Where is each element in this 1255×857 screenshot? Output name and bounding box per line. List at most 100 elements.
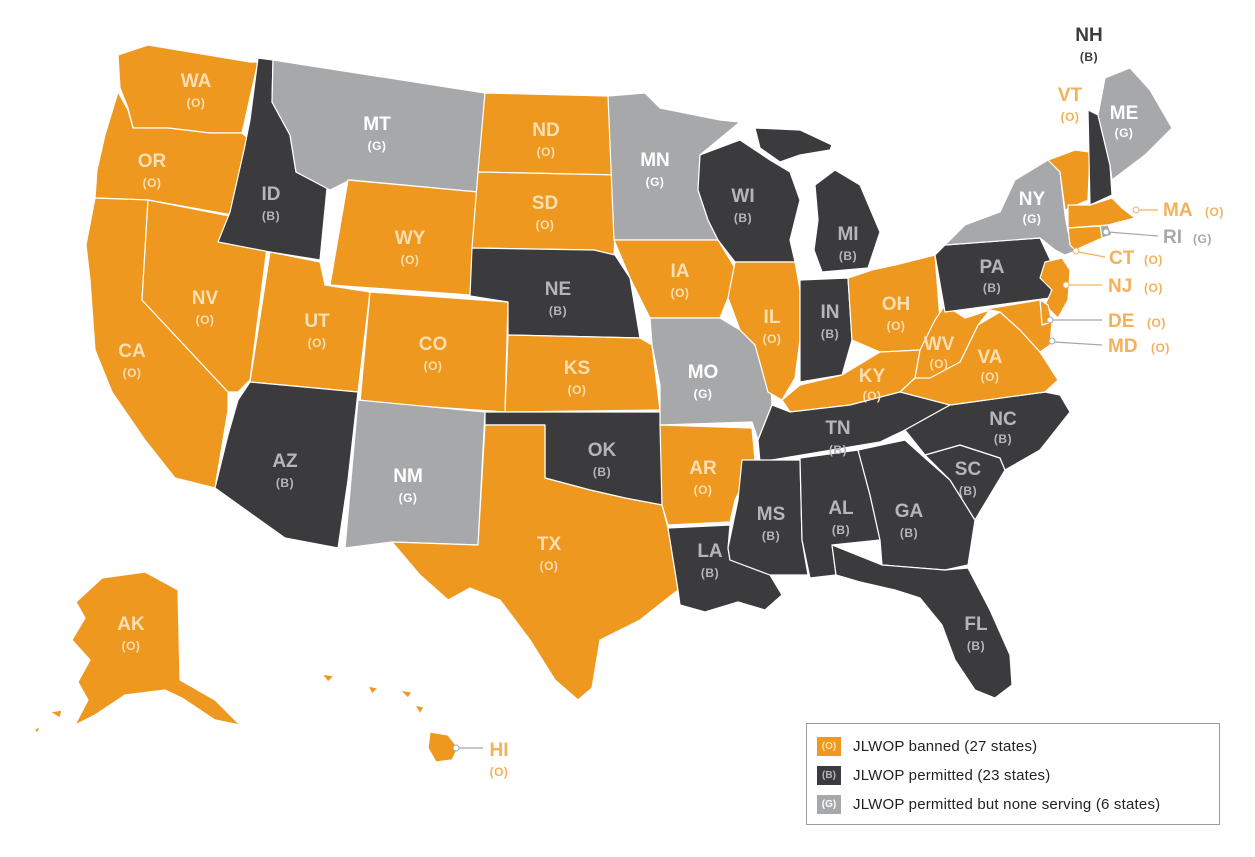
state-ny[interactable] xyxy=(944,159,1079,256)
label-ky: KY xyxy=(859,366,886,387)
code-mn: (G) xyxy=(646,175,665,189)
state-tx[interactable] xyxy=(391,424,679,701)
state-ks[interactable] xyxy=(504,334,661,413)
code-or: (O) xyxy=(143,176,162,190)
code-ia: (O) xyxy=(671,286,690,300)
label-nm: NM xyxy=(393,466,423,487)
code-mo: (G) xyxy=(694,387,713,401)
state-az[interactable] xyxy=(214,381,359,549)
code-ri: (G) xyxy=(1193,232,1212,246)
label-wv: WV xyxy=(924,334,955,355)
label-me: ME xyxy=(1110,103,1139,124)
code-id: (B) xyxy=(262,209,280,223)
label-de: DE xyxy=(1108,311,1134,332)
label-al: AL xyxy=(828,498,854,519)
code-de: (O) xyxy=(1147,316,1166,330)
state-ia[interactable] xyxy=(613,239,736,319)
code-nv: (O) xyxy=(196,313,215,327)
state-ga[interactable] xyxy=(857,439,976,571)
label-fl: FL xyxy=(964,614,988,635)
label-va: VA xyxy=(978,347,1003,368)
state-nj[interactable] xyxy=(1039,257,1071,319)
label-ne: NE xyxy=(545,279,571,300)
legend-swatch-banned: (O) xyxy=(817,736,841,756)
legend-label-banned: JLWOP banned (27 states) xyxy=(853,737,1038,755)
label-ga: GA xyxy=(895,501,924,522)
state-ar[interactable] xyxy=(659,424,756,526)
state-ct[interactable] xyxy=(1067,225,1103,251)
label-ma: MA xyxy=(1163,200,1193,221)
label-oh: OH xyxy=(882,294,911,315)
code-tx: (O) xyxy=(540,559,559,573)
label-pa: PA xyxy=(980,257,1005,278)
label-ak: AK xyxy=(117,614,145,635)
label-or: OR xyxy=(138,151,167,172)
code-ar: (O) xyxy=(694,483,713,497)
code-nm: (G) xyxy=(399,491,418,505)
label-sc: SC xyxy=(955,459,982,480)
label-nc: NC xyxy=(989,409,1017,430)
label-nv: NV xyxy=(192,288,219,309)
legend-swatch-none-serving: (G) xyxy=(817,794,841,814)
state-vt[interactable] xyxy=(1047,149,1091,211)
state-hi[interactable] xyxy=(321,673,459,763)
legend-item-none-serving: (G) JLWOP permitted but none serving (6 … xyxy=(817,793,1160,815)
state-nh[interactable] xyxy=(1087,109,1113,206)
code-ny: (G) xyxy=(1023,212,1042,226)
state-wv[interactable] xyxy=(914,304,991,379)
legend-item-permitted: (B) JLWOP permitted (23 states) xyxy=(817,764,1050,786)
code-ut: (O) xyxy=(308,336,327,350)
label-ks: KS xyxy=(564,358,590,379)
legend-label-none-serving: JLWOP permitted but none serving (6 stat… xyxy=(853,795,1161,813)
label-il: IL xyxy=(764,307,781,328)
label-tx: TX xyxy=(537,534,562,555)
legend-swatch-permitted: (B) xyxy=(817,765,841,785)
code-tn: (B) xyxy=(829,443,847,457)
code-hi: (O) xyxy=(490,765,509,779)
state-md[interactable] xyxy=(967,299,1053,353)
label-wi: WI xyxy=(731,186,754,207)
code-mt: (G) xyxy=(368,139,387,153)
label-nd: ND xyxy=(532,120,559,141)
code-ks: (O) xyxy=(568,383,587,397)
state-mi[interactable] xyxy=(754,127,881,273)
code-va: (O) xyxy=(981,370,1000,384)
label-nj: NJ xyxy=(1108,276,1132,297)
code-ne: (B) xyxy=(549,304,567,318)
code-vt: (O) xyxy=(1061,110,1080,124)
label-ia: IA xyxy=(671,261,690,282)
label-ok: OK xyxy=(588,440,617,461)
code-sc: (B) xyxy=(959,484,977,498)
state-ak[interactable] xyxy=(33,571,241,734)
label-in: IN xyxy=(821,302,840,323)
label-tn: TN xyxy=(825,418,850,439)
label-hi: HI xyxy=(490,740,509,761)
state-me[interactable] xyxy=(1097,67,1173,181)
code-mi: (B) xyxy=(839,249,857,263)
label-ar: AR xyxy=(689,458,717,479)
code-nj: (O) xyxy=(1144,281,1163,295)
label-ca: CA xyxy=(118,341,146,362)
code-ok: (B) xyxy=(593,465,611,479)
label-vt: VT xyxy=(1058,85,1083,106)
label-mo: MO xyxy=(688,362,719,383)
code-nh: (B) xyxy=(1080,50,1098,64)
code-az: (B) xyxy=(276,476,294,490)
code-ma: (O) xyxy=(1205,205,1224,219)
code-nd: (O) xyxy=(537,145,556,159)
label-mt: MT xyxy=(363,114,391,135)
label-az: AZ xyxy=(272,451,298,472)
state-wi[interactable] xyxy=(697,139,801,263)
label-nh: NH xyxy=(1075,25,1102,46)
state-in[interactable] xyxy=(799,277,853,383)
code-oh: (O) xyxy=(887,319,906,333)
state-fl[interactable] xyxy=(831,544,1013,699)
code-al: (B) xyxy=(832,523,850,537)
code-nc: (B) xyxy=(994,432,1012,446)
code-ga: (B) xyxy=(900,526,918,540)
code-me: (G) xyxy=(1115,126,1134,140)
code-ms: (B) xyxy=(762,529,780,543)
label-mn: MN xyxy=(640,150,670,171)
code-pa: (B) xyxy=(983,281,1001,295)
